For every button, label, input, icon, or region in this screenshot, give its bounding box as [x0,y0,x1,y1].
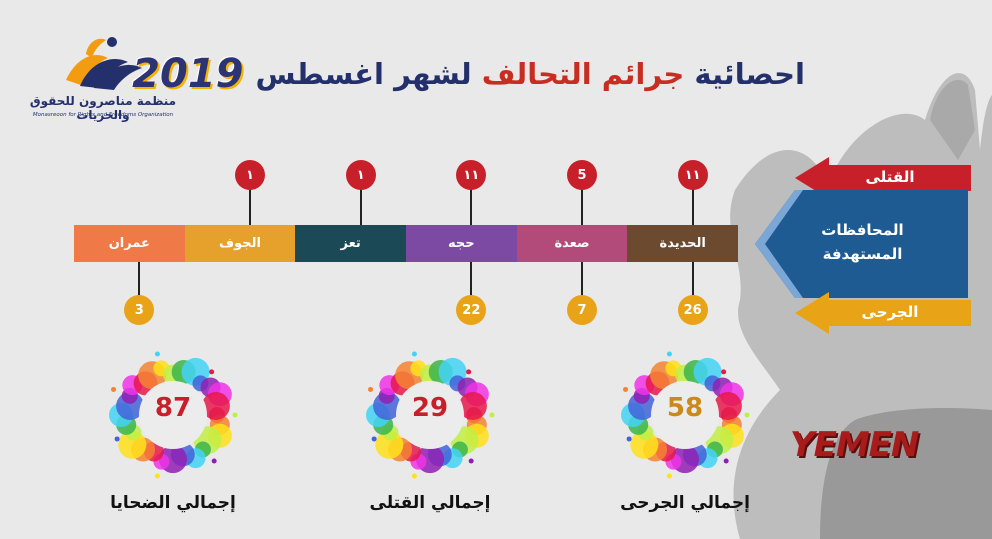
title-text: احصائية جرائم التحالف لشهر اغسطس [255,57,805,91]
injured-count-badge: 7 [567,295,597,325]
paint-splash-ring-icon [109,351,238,479]
governorate-segment: الحديدة [627,225,738,262]
logo-name-english: Monasreoon for Rights and Freedoms Organ… [32,112,174,118]
total-value: 29 [411,393,449,423]
legend-injured-arrow [795,292,971,334]
killed-count-badge: ١ [235,160,265,190]
yemen-watermark: YEMEN [790,425,919,465]
total-splash: 29 [345,345,515,485]
total-value: 87 [154,393,192,423]
injured-connector [691,262,694,296]
total-label: إجمالي الضحايا [110,493,236,513]
killed-connector [470,186,473,225]
killed-connector [359,186,362,225]
governorate-segment: صعدة [516,225,628,262]
governorate-segment: عمران [74,225,185,262]
total-label: إجمالي الجرحى [620,493,750,513]
killed-count-badge: ١ [345,160,376,190]
governorate-label: صعدة [554,236,590,251]
injured-connector [581,262,583,296]
organization-logo: منظمة مناصرون للحقوق والحريات Monasreoon… [28,28,178,122]
killed-connector [581,186,583,225]
killed-count-badge: ١١ [677,160,708,190]
governorate-label: عمران [108,236,150,251]
total-value: 58 [666,393,704,423]
title-year: 2019 [132,51,244,97]
paint-splash-ring-icon [366,351,495,479]
title-part-1: احصائية [694,57,805,91]
legend-killed-label: القتلى [865,168,915,186]
legend-governorates-label: المحافظات المستهدفة [821,221,904,263]
title-highlight: جرائم التحالف [481,57,685,91]
legend-injured-label: الجرحى [861,303,919,321]
killed-count-badge: ١١ [456,160,487,190]
governorate-segment: حجه [406,225,517,262]
injured-count-badge: 22 [456,295,487,325]
killed-count-badge: 5 [567,160,597,190]
logo-name-arabic: منظمة مناصرون للحقوق والحريات [29,94,177,122]
total-splash: 87 [88,345,258,485]
injured-count-badge: 26 [677,295,708,325]
title-part-2: لشهر اغسطس [255,57,472,91]
governorate-segment: تعز [295,225,406,262]
total-splash: 58 [600,345,770,485]
paint-splash-ring-icon [621,351,750,479]
governorate-label: الحديدة [659,236,706,251]
killed-connector [691,186,694,225]
legend-killed-arrow [795,157,971,199]
legend-governorates-arrow [755,190,968,298]
page-title: احصائية جرائم التحالف لشهر اغسطس 2019 [132,48,805,100]
injured-connector [138,262,141,296]
injured-connector [470,262,473,296]
total-label: إجمالي القتلى [369,493,491,513]
killed-connector [249,186,251,225]
governorate-label: حجه [448,236,475,251]
governorate-segment: الجوف [184,225,296,262]
logo-hands-icon [66,37,142,90]
governorate-label: تعز [340,236,361,251]
injured-count-badge: 3 [124,295,155,325]
governorate-label: الجوف [219,236,261,251]
